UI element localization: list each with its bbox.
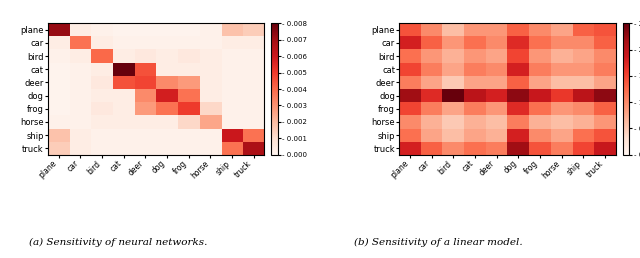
Text: (b) Sensitivity of a linear model.: (b) Sensitivity of a linear model.: [354, 238, 523, 247]
Text: (a) Sensitivity of neural networks.: (a) Sensitivity of neural networks.: [29, 238, 207, 247]
